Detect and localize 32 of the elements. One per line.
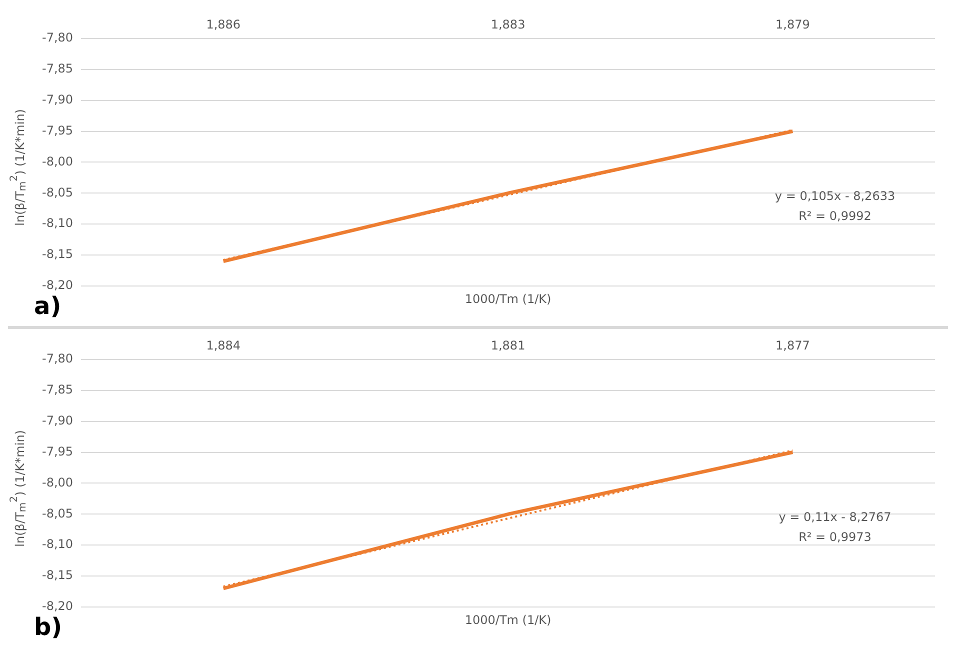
annotation: y = 0,11x - 8,2767 bbox=[778, 510, 892, 524]
y-tick-label: -8,05 bbox=[42, 506, 74, 520]
x-tick-label: 1,881 bbox=[490, 338, 526, 352]
x-tick-label: 1,879 bbox=[775, 17, 810, 32]
annotation: R² = 0,9973 bbox=[798, 530, 872, 544]
annotation: y = 0,105x - 8,2633 bbox=[774, 188, 896, 203]
x-tick-label: 1,884 bbox=[206, 338, 241, 352]
y-tick-label: -7,95 bbox=[42, 444, 74, 458]
y-tick-label: -8,10 bbox=[42, 537, 74, 552]
y-tick-label: -8,00 bbox=[42, 154, 74, 168]
x-tick-label: 1,886 bbox=[206, 17, 241, 32]
y-tick-label: -8,05 bbox=[42, 185, 74, 200]
y-tick-label: -7,85 bbox=[42, 382, 74, 396]
y-tick-label: -8,15 bbox=[42, 247, 74, 262]
y-tick-label: -8,15 bbox=[42, 568, 74, 582]
x-axis-title: 1000/Tm (1/K) bbox=[464, 292, 552, 306]
annotation: R² = 0,9992 bbox=[798, 208, 872, 223]
y-tick-label: -8,10 bbox=[42, 216, 74, 230]
y-tick-label: -7,90 bbox=[42, 92, 74, 106]
y-tick-label: -8,20 bbox=[42, 599, 74, 614]
y-tick-label: -8,20 bbox=[42, 278, 74, 292]
y-tick-label: -7,80 bbox=[42, 30, 74, 45]
x-axis-title: 1000/Tm (1/K) bbox=[464, 613, 552, 628]
y-tick-label: -7,80 bbox=[42, 352, 74, 366]
x-tick-label: 1,883 bbox=[490, 17, 526, 32]
y-tick-label: -8,00 bbox=[42, 475, 74, 490]
text: a) bbox=[34, 292, 62, 320]
y-tick-label: -7,90 bbox=[42, 413, 74, 428]
text: b) bbox=[34, 613, 62, 642]
y-tick-label: -7,85 bbox=[42, 61, 74, 76]
x-tick-label: 1,877 bbox=[775, 338, 810, 352]
y-tick-label: -7,95 bbox=[42, 123, 74, 138]
